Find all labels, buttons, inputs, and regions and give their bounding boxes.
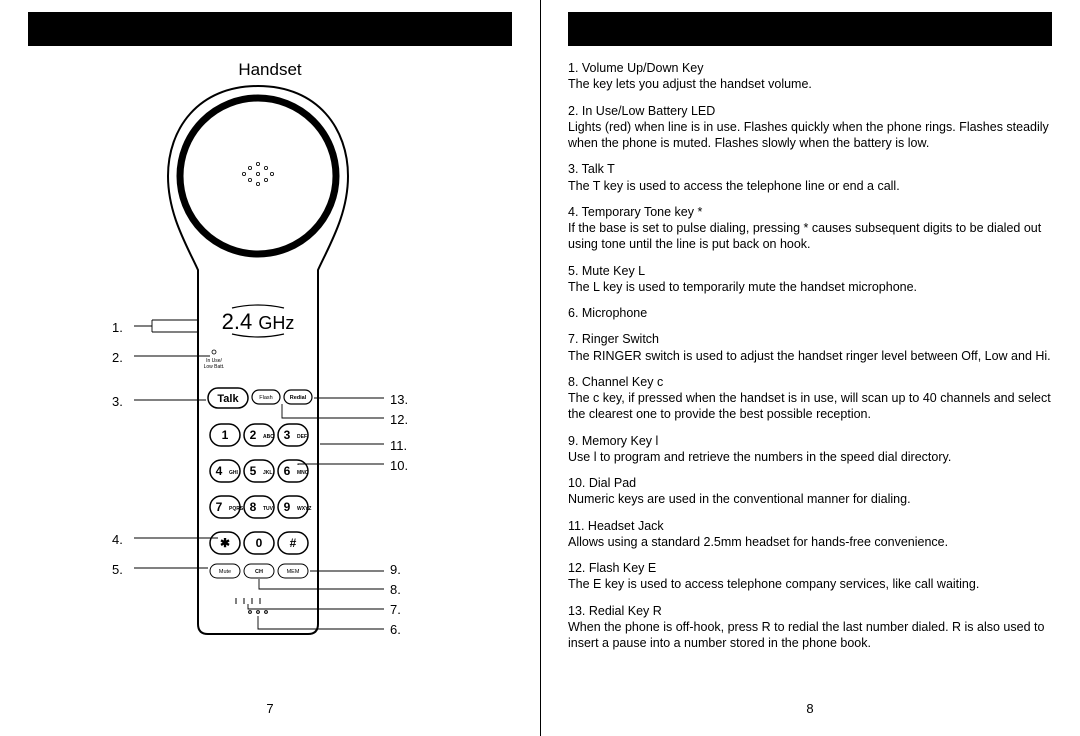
entry-desc: The c key, if pressed when the handset i… — [568, 390, 1052, 423]
entry-desc: Use l to program and retrieve the number… — [568, 449, 1052, 465]
callout: 6. — [390, 622, 401, 637]
entry-heading: 12. Flash Key E — [568, 560, 1052, 576]
feature-entry: 3. Talk TThe T key is used to access the… — [568, 161, 1052, 194]
svg-text:4: 4 — [216, 464, 223, 478]
entry-desc: The T key is used to access the telephon… — [568, 178, 1052, 194]
header-bar-right — [568, 12, 1052, 46]
svg-text:9: 9 — [284, 500, 291, 514]
page-number-left: 7 — [0, 701, 540, 716]
header-bar-left — [28, 12, 512, 46]
callout: 3. — [112, 394, 123, 409]
svg-text:GHI: GHI — [229, 470, 239, 476]
feature-entry: 2. In Use/Low Battery LEDLights (red) wh… — [568, 103, 1052, 152]
svg-text:ABC: ABC — [263, 434, 274, 440]
svg-text:7: 7 — [216, 500, 223, 514]
entry-heading: 6. Microphone — [568, 305, 1052, 321]
callout: 11. — [390, 438, 407, 453]
handset-diagram: 2.4 GHz In Use/ Low Batt. Talk Flash Red… — [28, 84, 512, 644]
svg-text:1: 1 — [222, 428, 229, 442]
svg-text:TUV: TUV — [263, 506, 274, 512]
band-label: 2.4 GHz — [222, 309, 295, 334]
feature-list: 1. Volume Up/Down KeyThe key lets you ad… — [568, 60, 1052, 651]
feature-entry: 10. Dial PadNumeric keys are used in the… — [568, 475, 1052, 508]
entry-heading: 4. Temporary Tone key * — [568, 204, 1052, 220]
svg-text:6: 6 — [284, 464, 291, 478]
callout: 9. — [390, 562, 401, 577]
talk-key[interactable]: Talk — [217, 393, 239, 405]
left-page: Handset 2.4 GHz In Use/ — [0, 0, 540, 736]
page-number-right: 8 — [540, 701, 1080, 716]
ch-key[interactable]: CH — [255, 569, 263, 575]
mem-key[interactable]: MEM — [287, 569, 300, 575]
svg-text:8: 8 — [250, 500, 257, 514]
callout: 7. — [390, 602, 401, 617]
svg-text:JKL: JKL — [263, 470, 272, 476]
entry-desc: Numeric keys are used in the conventiona… — [568, 491, 1052, 507]
feature-entry: 11. Headset JackAllows using a standard … — [568, 518, 1052, 551]
entry-desc: The L key is used to temporarily mute th… — [568, 279, 1052, 295]
mute-key[interactable]: Mute — [219, 569, 231, 575]
entry-desc: If the base is set to pulse dialing, pre… — [568, 220, 1052, 253]
svg-text:2: 2 — [250, 428, 257, 442]
feature-entry: 8. Channel Key cThe c key, if pressed wh… — [568, 374, 1052, 423]
callout: 12. — [390, 412, 408, 427]
callout: 5. — [112, 562, 123, 577]
feature-entry: 13. Redial Key RWhen the phone is off-ho… — [568, 603, 1052, 652]
svg-text:✱: ✱ — [220, 536, 230, 550]
phone-svg: 2.4 GHz In Use/ Low Batt. Talk Flash Red… — [158, 84, 358, 644]
entry-heading: 9. Memory Key l — [568, 433, 1052, 449]
callout: 8. — [390, 582, 401, 597]
entry-heading: 7. Ringer Switch — [568, 331, 1052, 347]
svg-text:WXYZ: WXYZ — [297, 506, 311, 512]
entry-heading: 2. In Use/Low Battery LED — [568, 103, 1052, 119]
feature-entry: 5. Mute Key LThe L key is used to tempor… — [568, 263, 1052, 296]
feature-entry: 4. Temporary Tone key *If the base is se… — [568, 204, 1052, 253]
entry-desc: Lights (red) when line is in use. Flashe… — [568, 119, 1052, 152]
callout: 4. — [112, 532, 123, 547]
callout: 1. — [112, 320, 123, 335]
svg-text:MNO: MNO — [297, 470, 309, 476]
right-page: 1. Volume Up/Down KeyThe key lets you ad… — [540, 0, 1080, 736]
entry-desc: When the phone is off-hook, press R to r… — [568, 619, 1052, 652]
entry-desc: Allows using a standard 2.5mm headset fo… — [568, 534, 1052, 550]
entry-heading: 1. Volume Up/Down Key — [568, 60, 1052, 76]
redial-key[interactable]: Redial — [290, 395, 307, 401]
callout: 2. — [112, 350, 123, 365]
handset-title: Handset — [28, 60, 512, 80]
feature-entry: 12. Flash Key EThe E key is used to acce… — [568, 560, 1052, 593]
entry-desc: The E key is used to access telephone co… — [568, 576, 1052, 592]
callout: 13. — [390, 392, 408, 407]
entry-desc: The RINGER switch is used to adjust the … — [568, 348, 1052, 364]
feature-entry: 6. Microphone — [568, 305, 1052, 321]
entry-heading: 8. Channel Key c — [568, 374, 1052, 390]
entry-heading: 13. Redial Key R — [568, 603, 1052, 619]
feature-entry: 9. Memory Key lUse l to program and retr… — [568, 433, 1052, 466]
svg-text:PQRS: PQRS — [229, 506, 244, 512]
svg-text:0: 0 — [256, 536, 263, 550]
entry-heading: 5. Mute Key L — [568, 263, 1052, 279]
row-func: Mute CH MEM — [210, 564, 308, 578]
svg-text:#: # — [290, 536, 297, 550]
flash-key[interactable]: Flash — [259, 395, 272, 401]
led-label-2: Low Batt. — [204, 364, 225, 370]
feature-entry: 1. Volume Up/Down KeyThe key lets you ad… — [568, 60, 1052, 93]
feature-entry: 7. Ringer SwitchThe RINGER switch is use… — [568, 331, 1052, 364]
svg-text:3: 3 — [284, 428, 291, 442]
entry-desc: The key lets you adjust the handset volu… — [568, 76, 1052, 92]
entry-heading: 3. Talk T — [568, 161, 1052, 177]
svg-text:5: 5 — [250, 464, 257, 478]
entry-heading: 11. Headset Jack — [568, 518, 1052, 534]
svg-text:DEF: DEF — [297, 434, 307, 440]
entry-heading: 10. Dial Pad — [568, 475, 1052, 491]
callout: 10. — [390, 458, 408, 473]
